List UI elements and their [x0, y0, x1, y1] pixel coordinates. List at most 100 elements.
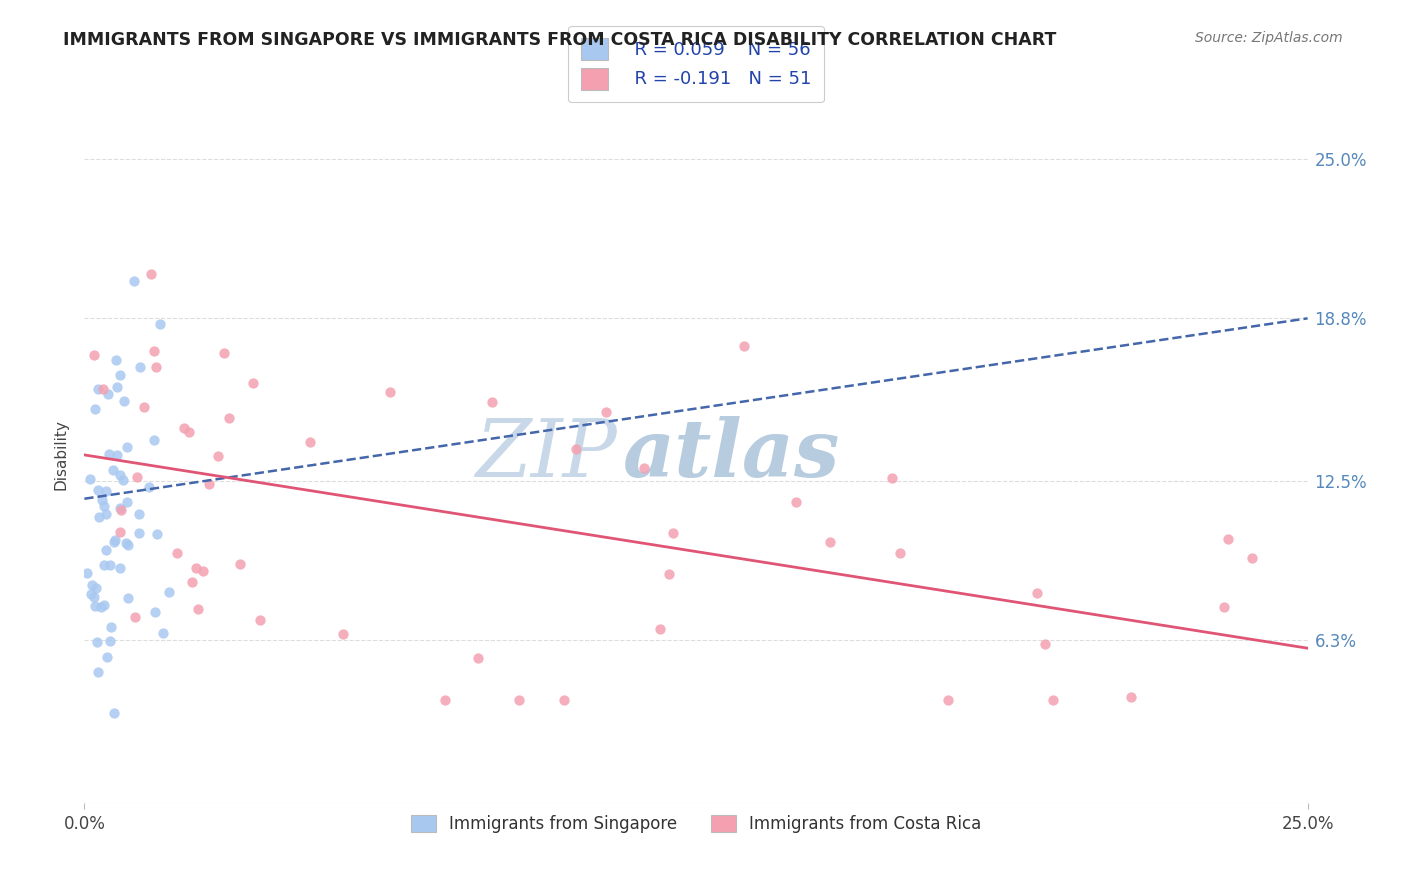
Point	[117, 591, 139, 605]
Point	[103, 535, 125, 549]
Point	[648, 622, 671, 636]
Point	[157, 585, 180, 599]
Point	[553, 692, 575, 706]
Point	[128, 507, 150, 521]
Point	[378, 384, 401, 399]
Point	[564, 442, 586, 456]
Point	[103, 706, 125, 720]
Point	[79, 472, 101, 486]
Point	[93, 598, 115, 612]
Point	[1035, 637, 1057, 651]
Point	[143, 433, 166, 447]
Point	[86, 483, 108, 497]
Point	[1241, 551, 1264, 566]
Point	[149, 317, 172, 331]
Point	[110, 467, 132, 482]
Point	[105, 380, 128, 394]
Point	[595, 404, 617, 418]
Point	[96, 650, 118, 665]
Point	[108, 561, 131, 575]
Point	[191, 564, 214, 578]
Point	[124, 274, 146, 288]
Point	[91, 382, 114, 396]
Point	[93, 558, 115, 572]
Point	[103, 533, 125, 548]
Point	[83, 348, 105, 362]
Point	[633, 461, 655, 475]
Point	[139, 267, 162, 281]
Point	[166, 546, 188, 560]
Point	[936, 692, 959, 706]
Point	[84, 582, 107, 596]
Point	[508, 692, 530, 706]
Point	[105, 353, 128, 368]
Point	[467, 651, 489, 665]
Point	[115, 441, 138, 455]
Point	[177, 425, 200, 439]
Point	[658, 566, 681, 581]
Text: IMMIGRANTS FROM SINGAPORE VS IMMIGRANTS FROM COSTA RICA DISABILITY CORRELATION C: IMMIGRANTS FROM SINGAPORE VS IMMIGRANTS …	[63, 31, 1057, 49]
Point	[242, 376, 264, 391]
Point	[1119, 690, 1142, 705]
Point	[90, 599, 112, 614]
Point	[124, 610, 146, 624]
Point	[125, 469, 148, 483]
Point	[117, 494, 139, 508]
Point	[107, 448, 129, 462]
Point	[93, 499, 115, 513]
Text: Source: ZipAtlas.com: Source: ZipAtlas.com	[1195, 31, 1343, 45]
Text: atlas: atlas	[623, 417, 839, 493]
Point	[173, 421, 195, 435]
Point	[108, 501, 131, 516]
Point	[152, 626, 174, 640]
Point	[112, 393, 135, 408]
Point	[84, 402, 107, 417]
Point	[108, 525, 131, 540]
Point	[98, 634, 121, 648]
Legend: Immigrants from Singapore, Immigrants from Costa Rica: Immigrants from Singapore, Immigrants fr…	[404, 808, 988, 839]
Point	[91, 492, 114, 507]
Point	[332, 627, 354, 641]
Point	[880, 471, 903, 485]
Point	[87, 665, 110, 679]
Point	[86, 635, 108, 649]
Point	[117, 538, 139, 552]
Point	[84, 599, 107, 613]
Point	[112, 473, 135, 487]
Point	[207, 449, 229, 463]
Point	[132, 400, 155, 414]
Point	[228, 557, 250, 571]
Point	[180, 575, 202, 590]
Point	[299, 434, 322, 449]
Point	[110, 503, 132, 517]
Point	[481, 395, 503, 409]
Point	[100, 620, 122, 634]
Point	[79, 587, 101, 601]
Point	[1216, 532, 1239, 546]
Point	[87, 510, 110, 524]
Point	[82, 577, 104, 591]
Point	[249, 614, 271, 628]
Y-axis label: Disability: Disability	[53, 419, 69, 491]
Point	[98, 447, 121, 461]
Point	[128, 526, 150, 541]
Point	[1026, 586, 1049, 600]
Point	[184, 561, 207, 575]
Point	[100, 558, 122, 573]
Point	[733, 339, 755, 353]
Point	[94, 507, 117, 521]
Point	[212, 345, 235, 359]
Text: ZIP: ZIP	[475, 417, 616, 493]
Point	[662, 525, 685, 540]
Point	[1042, 692, 1064, 706]
Point	[129, 359, 152, 374]
Point	[187, 602, 209, 616]
Point	[97, 387, 120, 401]
Point	[94, 483, 117, 498]
Point	[198, 477, 221, 491]
Point	[115, 536, 138, 550]
Point	[110, 368, 132, 383]
Point	[76, 566, 98, 580]
Point	[218, 410, 240, 425]
Point	[145, 360, 167, 375]
